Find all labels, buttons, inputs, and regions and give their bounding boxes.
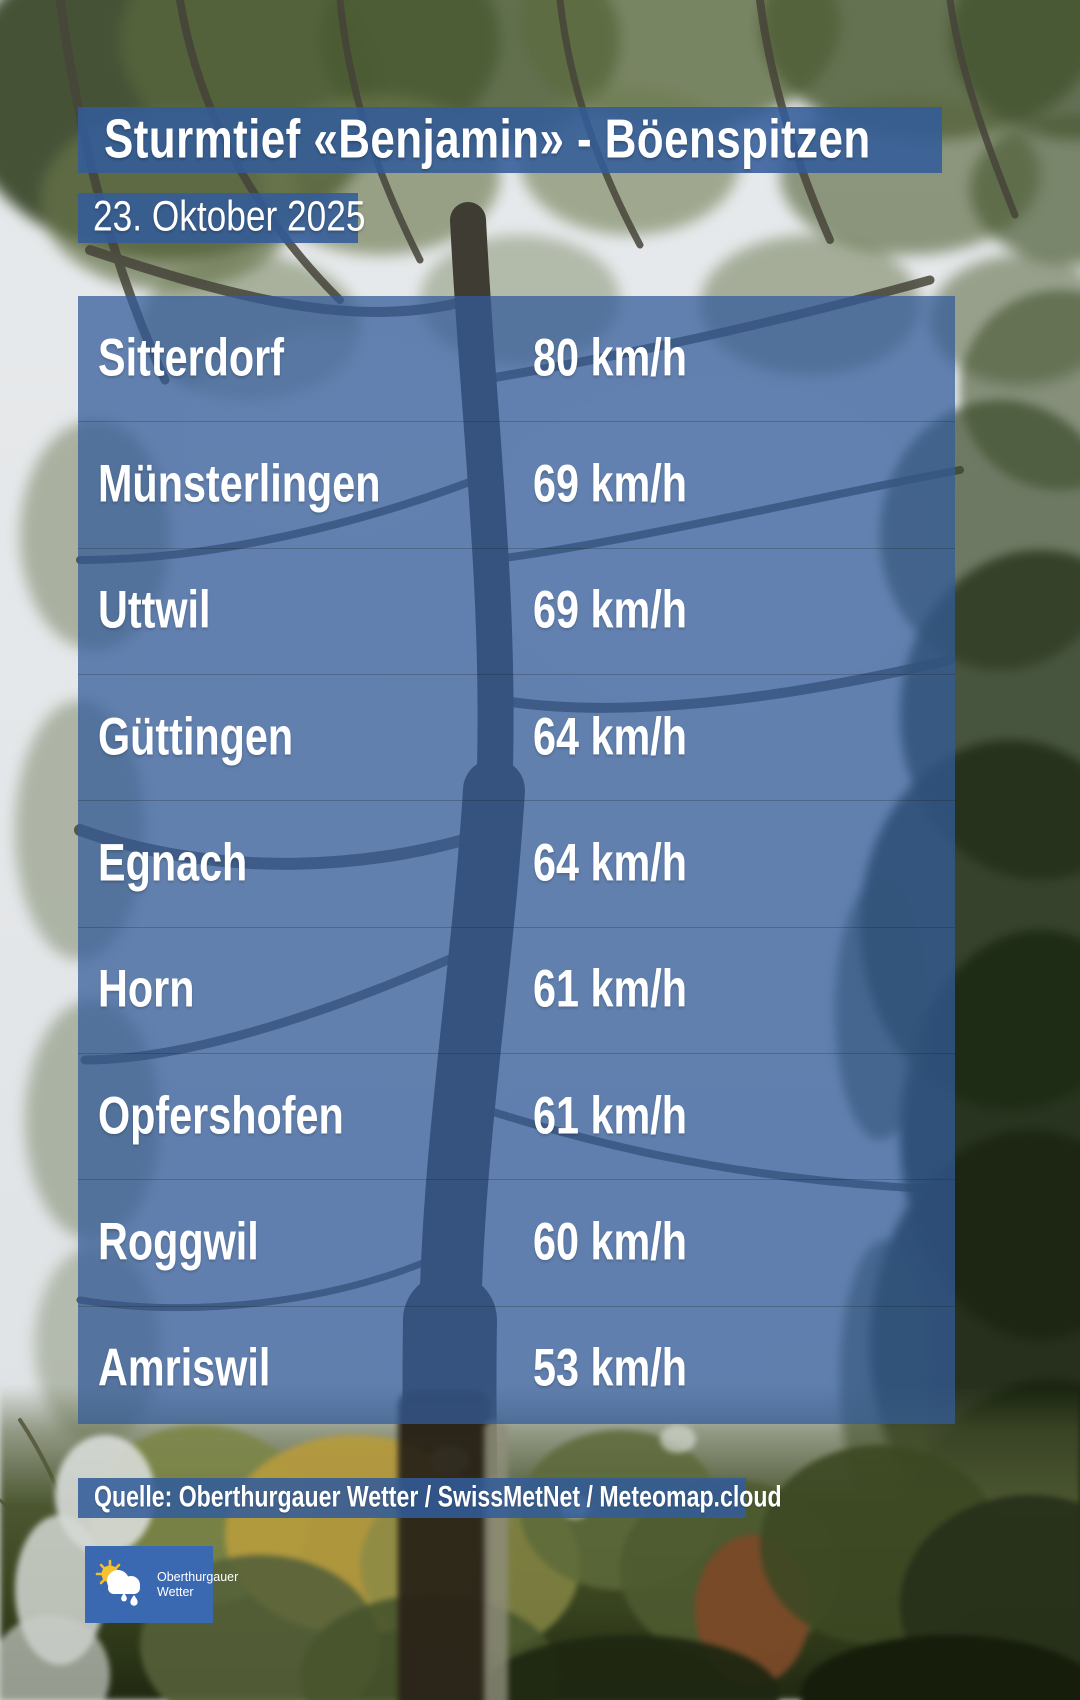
gust-speed-value: 80 km/h [533,327,687,387]
gust-speed-value: 64 km/h [533,833,687,893]
gust-speed-value: 69 km/h [533,580,687,640]
place-name: Horn [98,959,195,1019]
date-label: 23. Oktober 2025 [93,192,366,241]
table-row: Güttingen 64 km/h [78,673,955,800]
oberthurgauer-wetter-logo: Oberthurgauer Wetter [85,1546,238,1623]
logo-line2: Wetter [157,1584,194,1599]
place-name: Roggwil [98,1212,259,1272]
gust-speed-value: 60 km/h [533,1212,687,1272]
table-row: Amriswil 53 km/h [78,1305,955,1432]
table-row: Münsterlingen 69 km/h [78,421,955,547]
sun-cloud-rain-icon [95,1559,140,1606]
title-bar: Sturmtief «Benjamin» - Böenspitzen [78,107,942,173]
place-name: Egnach [98,833,248,893]
page-title: Sturmtief «Benjamin» - Böenspitzen [104,107,871,170]
gust-speed-value: 61 km/h [533,1085,687,1145]
table-row: Egnach 64 km/h [78,800,955,926]
date-bar: 23. Oktober 2025 [78,193,365,243]
source-label: Quelle: Oberthurgauer Wetter / SwissMetN… [94,1480,782,1514]
gust-table: Sitterdorf 80 km/h Münsterlingen 69 km/h… [78,296,955,1432]
table-row: Sitterdorf 80 km/h [78,296,955,421]
table-row: Horn 61 km/h [78,926,955,1053]
place-name: Sitterdorf [98,327,285,387]
source-bar: Quelle: Oberthurgauer Wetter / SwissMetN… [78,1478,782,1518]
place-name: Uttwil [98,580,211,640]
sky-glint-blob [660,1425,696,1453]
logo-text: Oberthurgauer Wetter [157,1570,238,1600]
gust-table-panel: Sitterdorf 80 km/h Münsterlingen 69 km/h… [78,296,955,1424]
birch-trunk [484,1420,508,1700]
table-row: Uttwil 69 km/h [78,547,955,674]
gust-speed-value: 69 km/h [533,454,687,514]
gust-speed-value: 61 km/h [533,959,687,1019]
place-name: Amriswil [98,1338,271,1398]
tree-trunk-lower [398,1390,490,1700]
table-row: Roggwil 60 km/h [78,1179,955,1305]
place-name: Münsterlingen [98,454,381,514]
gust-speed-value: 64 km/h [533,706,687,766]
table-row: Opfershofen 61 km/h [78,1052,955,1179]
gust-speed-value: 53 km/h [533,1338,687,1398]
bottom-foliage [0,1385,1080,1700]
logo-line1: Oberthurgauer [157,1569,239,1584]
place-name: Opfershofen [98,1085,344,1145]
place-name: Güttingen [98,706,294,766]
